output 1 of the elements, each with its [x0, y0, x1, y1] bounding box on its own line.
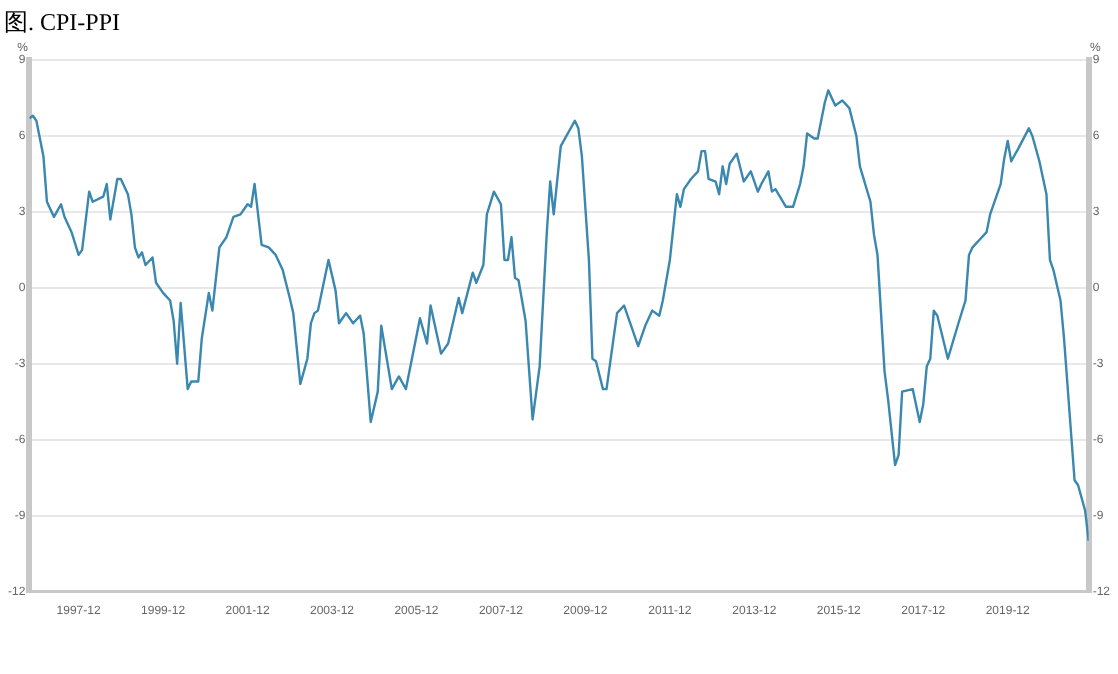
- chart-title: 图. CPI-PPI: [2, 6, 123, 40]
